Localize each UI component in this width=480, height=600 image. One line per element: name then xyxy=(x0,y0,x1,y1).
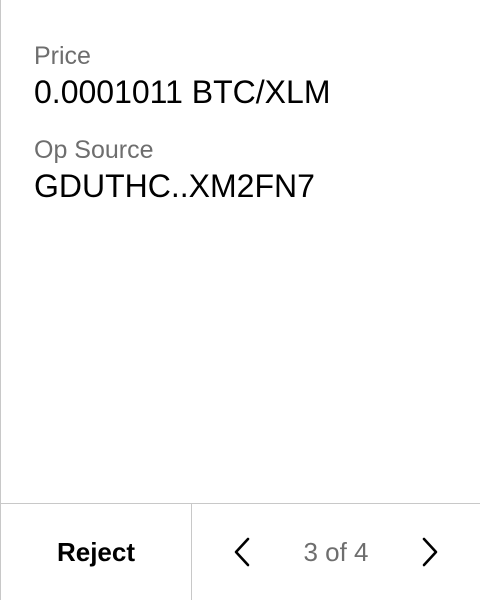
price-label: Price xyxy=(34,42,91,70)
action-bar: Reject 3 of 4 xyxy=(1,503,480,600)
chevron-left-icon[interactable] xyxy=(228,534,256,570)
pager: 3 of 4 xyxy=(192,504,480,600)
price-value: 0.0001011 BTC/XLM xyxy=(34,74,331,110)
op-source-field: Op Source GDUTHC..XM2FN7 xyxy=(34,134,470,206)
page-indicator: 3 of 4 xyxy=(303,536,369,567)
operation-details: Price 0.0001011 BTC/XLM Op Source GDUTHC… xyxy=(34,40,470,228)
chevron-right-icon[interactable] xyxy=(416,534,444,570)
op-source-value: GDUTHC..XM2FN7 xyxy=(34,168,315,204)
op-source-label: Op Source xyxy=(34,136,154,164)
reject-button[interactable]: Reject xyxy=(1,504,192,600)
price-field: Price 0.0001011 BTC/XLM xyxy=(34,40,470,112)
